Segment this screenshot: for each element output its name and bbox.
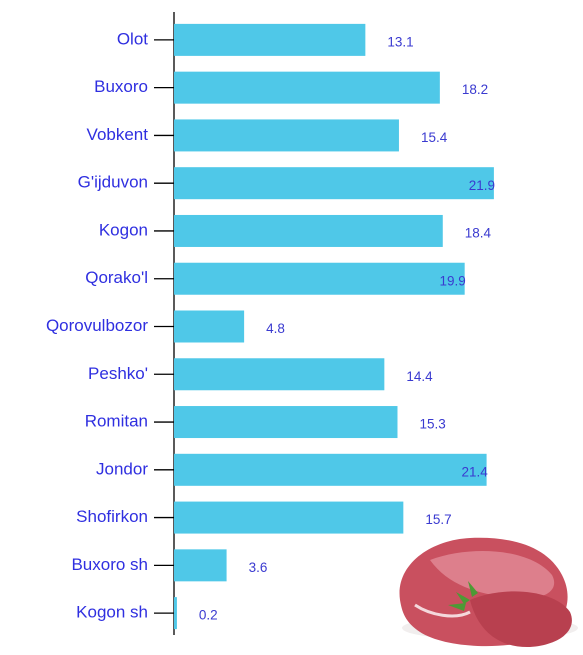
value-label: 19.9 — [440, 273, 466, 288]
y-tick-label: Buxoro — [94, 77, 148, 96]
y-tick-label: Romitan — [85, 412, 148, 431]
value-label: 0.2 — [199, 608, 218, 623]
bar — [174, 72, 440, 104]
bar — [174, 549, 227, 581]
value-label: 14.4 — [406, 369, 433, 384]
meat-illustration — [400, 538, 578, 647]
y-tick-label: Buxoro sh — [71, 555, 148, 574]
bar — [174, 167, 494, 199]
bar — [174, 311, 244, 343]
y-tick-label: Jondor — [96, 459, 148, 478]
value-label: 15.4 — [421, 130, 448, 145]
value-label: 21.4 — [461, 464, 488, 479]
chart: Olot 13.1 Buxoro 18.2 Vobkent 15.4 G'ijduvon 21… — [0, 0, 583, 655]
value-label: 21.9 — [469, 178, 495, 193]
bar — [174, 358, 384, 390]
bar — [174, 502, 403, 534]
bar — [174, 263, 465, 295]
y-tick-label: Peshko' — [88, 364, 148, 383]
y-tick-label: G'ijduvon — [78, 173, 148, 192]
bar — [174, 119, 399, 151]
y-tick-label: Qorako'l — [85, 268, 148, 287]
value-label: 18.2 — [462, 82, 488, 97]
value-label: 15.3 — [419, 417, 445, 432]
y-tick-label: Qorovulbozor — [46, 316, 148, 335]
y-tick-label: Kogon — [99, 220, 148, 239]
bar — [174, 406, 397, 438]
value-label: 13.1 — [387, 34, 413, 49]
value-label: 4.8 — [266, 321, 285, 336]
y-tick-label: Shofirkon — [76, 507, 148, 526]
y-tick-label: Olot — [117, 29, 148, 48]
value-label: 18.4 — [465, 226, 492, 241]
y-tick-label: Kogon sh — [76, 603, 148, 622]
bar — [174, 454, 487, 486]
bar — [174, 597, 177, 629]
y-tick-label: Vobkent — [87, 125, 149, 144]
value-label: 3.6 — [249, 560, 268, 575]
value-label: 15.7 — [425, 512, 451, 527]
bar — [174, 24, 365, 56]
bar — [174, 215, 443, 247]
